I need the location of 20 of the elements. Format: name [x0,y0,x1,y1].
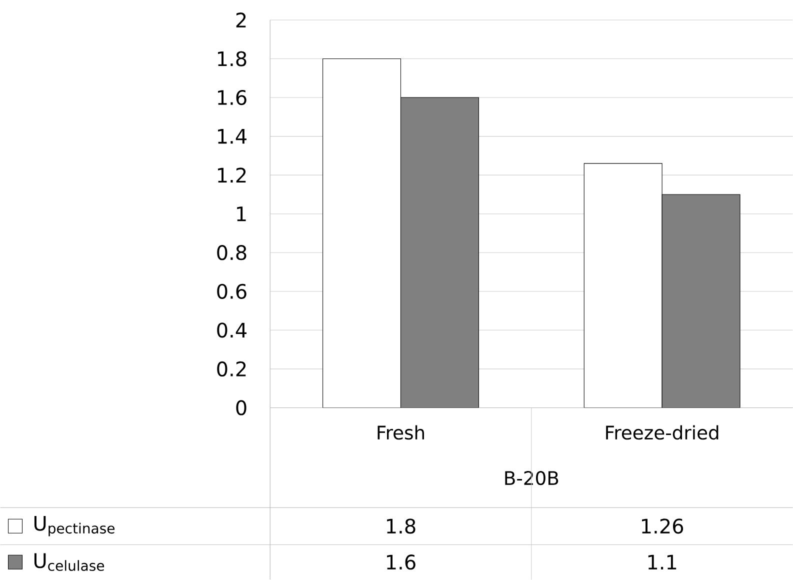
x-tick-label: Freeze-dried [606,425,718,440]
x-tick-label: Fresh [378,425,424,440]
y-tick-label: 0.6 [217,284,246,300]
data-label: 1.26 [642,518,684,534]
y-tick-label: 0.2 [217,361,246,377]
data-label: 1.6 [387,554,416,570]
legend-label: $\mathrm{U}_{\mathrm{pectinase}}$ [34,516,115,536]
legend-label: $\mathrm{U}_{\mathrm{celulase}}$ [34,553,104,571]
y-tick-label: 0.4 [217,322,246,338]
y-tick-label: 0 [236,400,246,416]
y-tick-label: 1.2 [218,168,246,183]
y-tick-label: 2 [236,12,246,28]
y-tick-label: 1.6 [218,90,246,106]
x-axis-title: B-20B [505,471,558,486]
data-label: 1.8 [387,518,416,534]
y-tick-label: 1.4 [218,129,246,144]
y-tick-label: 1 [237,206,246,222]
data-label: 1.1 [648,554,676,570]
y-tick-label: 0.8 [217,245,246,260]
y-tick-label: 1.8 [218,51,246,66]
